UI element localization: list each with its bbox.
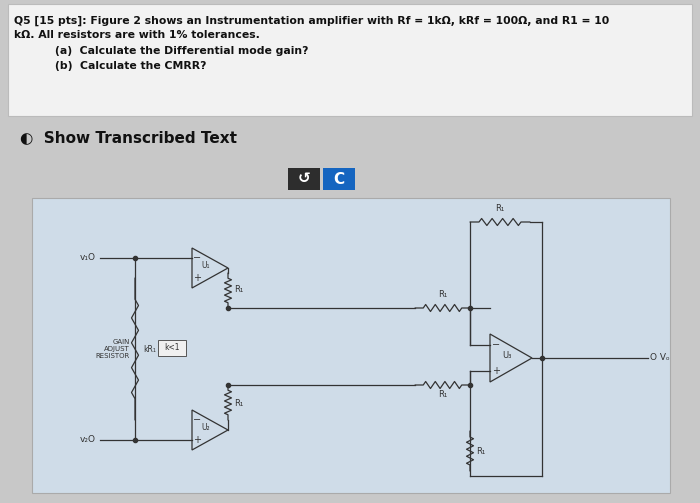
Text: R₁: R₁ <box>476 447 485 456</box>
FancyBboxPatch shape <box>32 198 670 493</box>
Text: v₂O: v₂O <box>80 436 96 445</box>
Text: U₂: U₂ <box>202 423 210 432</box>
Text: −: − <box>492 340 500 350</box>
Text: R₁: R₁ <box>234 398 244 407</box>
Text: k<1: k<1 <box>164 344 180 353</box>
FancyBboxPatch shape <box>323 168 355 190</box>
Text: +: + <box>492 366 500 376</box>
Text: v₁O: v₁O <box>80 254 96 263</box>
Text: +: + <box>193 273 201 283</box>
Text: −: − <box>193 415 201 425</box>
Text: C: C <box>333 172 344 187</box>
Text: U₃: U₃ <box>503 351 512 360</box>
Text: Q5 [15 pts]: Figure 2 shows an Instrumentation amplifier with Rf = 1kΩ, kRf = 10: Q5 [15 pts]: Figure 2 shows an Instrumen… <box>14 16 609 26</box>
Text: GAIN
ADJUST
RESISTOR: GAIN ADJUST RESISTOR <box>96 339 130 360</box>
Text: ◐  Show Transcribed Text: ◐ Show Transcribed Text <box>20 130 237 145</box>
Text: kΩ. All resistors are with 1% tolerances.: kΩ. All resistors are with 1% tolerances… <box>14 30 260 40</box>
Text: R₁: R₁ <box>234 286 244 294</box>
Text: (b)  Calculate the CMRR?: (b) Calculate the CMRR? <box>55 61 206 71</box>
Text: R₁: R₁ <box>438 390 447 399</box>
Text: R₁: R₁ <box>496 204 505 213</box>
FancyBboxPatch shape <box>288 168 320 190</box>
Text: R₁: R₁ <box>438 290 447 299</box>
FancyBboxPatch shape <box>8 4 692 116</box>
Text: ↺: ↺ <box>298 172 310 187</box>
Text: (a)  Calculate the Differential mode gain?: (a) Calculate the Differential mode gain… <box>55 46 309 56</box>
Text: U₁: U₁ <box>202 261 210 270</box>
FancyBboxPatch shape <box>158 340 186 356</box>
Text: +: + <box>193 435 201 445</box>
Text: O Vₒ: O Vₒ <box>650 354 670 363</box>
Text: −: − <box>193 253 201 263</box>
Text: kR₁: kR₁ <box>143 345 156 354</box>
